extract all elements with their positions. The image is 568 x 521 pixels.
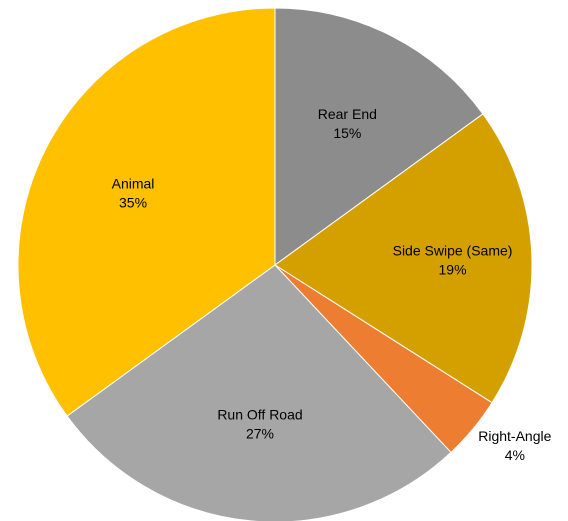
slice-percent-run-off-road: 27%: [246, 426, 274, 442]
slice-percent-rear-end: 15%: [333, 125, 361, 141]
slice-label-side-swipe-same: Side Swipe (Same): [393, 243, 513, 259]
pie-labels: Rear End 15% Side Swipe (Same) 19% Right-Ang…: [112, 106, 552, 463]
pie-slices: [17, 7, 533, 521]
slice-label-run-off-road: Run Off Road: [217, 407, 302, 423]
slice-animal: [17, 7, 276, 417]
slice-label-animal: Animal: [112, 176, 155, 192]
slice-percent-animal: 35%: [119, 195, 147, 211]
slice-side-swipe-same: [274, 113, 533, 404]
slice-label-right-angle: Right-Angle: [478, 428, 551, 444]
slice-rear-end: [274, 7, 484, 266]
slice-percent-side-swipe-same: 19%: [439, 262, 467, 278]
slice-percent-right-angle: 4%: [505, 447, 525, 463]
slice-label-rear-end: Rear End: [318, 106, 377, 122]
